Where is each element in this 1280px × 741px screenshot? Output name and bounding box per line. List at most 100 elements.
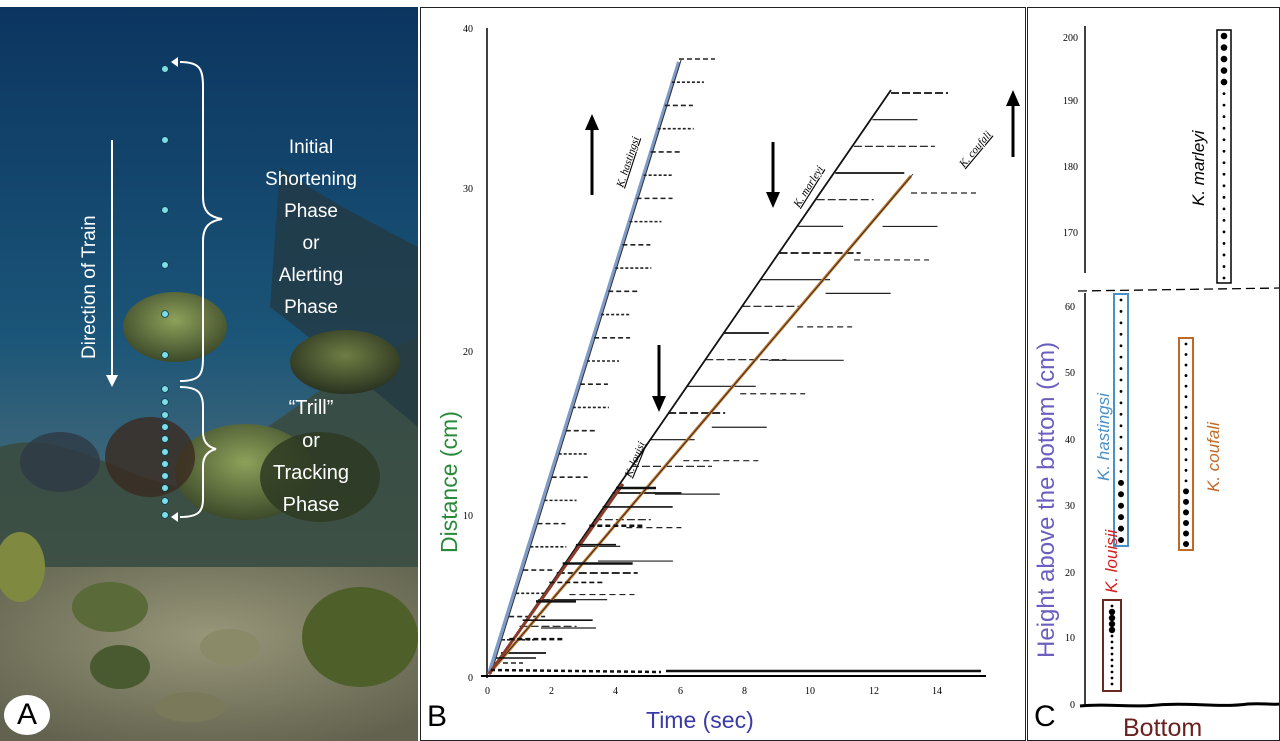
y-tick-label: 10	[1065, 633, 1075, 644]
phase1-line: Phase	[284, 297, 338, 318]
sound-dot	[1222, 138, 1226, 142]
bottom-line	[1079, 702, 1279, 708]
trace-segment	[487, 483, 625, 675]
sound-dot	[1119, 355, 1123, 359]
up-arrow-icon	[1006, 90, 1020, 157]
axis-ticks: 0 10 20 30 40 0 2 4 6 8 10 12 14	[463, 24, 942, 697]
sound-dot	[1184, 437, 1188, 441]
sound-dot	[1110, 634, 1114, 638]
phase1-line: Alerting	[279, 265, 343, 286]
reef-scene: Direction of Train Initial Shortening Ph…	[0, 7, 418, 741]
sound-dot	[1119, 344, 1123, 348]
label-coufali: K. coufali	[956, 129, 994, 171]
sound-dot	[1110, 664, 1114, 668]
y-tick-label: 180	[1063, 162, 1078, 173]
coral-head	[20, 432, 100, 492]
x-tick-label: 4	[613, 686, 618, 697]
train-dot	[161, 65, 169, 73]
down-arrow-icon	[652, 345, 666, 412]
train-dot	[161, 411, 169, 419]
trace-segment	[488, 173, 914, 675]
x-tick-label: 0	[485, 686, 490, 697]
sound-dot	[1222, 265, 1226, 268]
down-arrow-icon	[766, 142, 780, 208]
train-dot	[161, 423, 169, 431]
phase1-line: Initial	[289, 137, 333, 158]
axis-break	[1077, 287, 1279, 292]
sound-dot	[1110, 682, 1114, 686]
sound-dot	[1118, 491, 1124, 498]
label-marleyi: K. marleyi	[791, 164, 826, 211]
y-tick-label: 200	[1063, 33, 1078, 44]
y-tick-label: 40	[1065, 435, 1075, 446]
sound-dot	[1184, 479, 1188, 483]
direction-arrow-head	[106, 375, 118, 387]
brace-initial-phase	[179, 61, 223, 382]
rock	[200, 629, 260, 665]
sound-dot	[1119, 470, 1123, 473]
sound-dot	[1184, 447, 1188, 451]
trace-segment	[490, 668, 662, 674]
sound-dot	[1119, 401, 1123, 405]
sound-dot	[1119, 390, 1123, 393]
y-tick-label: 0	[1070, 700, 1075, 711]
sound-dot	[1110, 676, 1114, 680]
sound-height-dots	[1108, 32, 1228, 686]
panel-letter-b: B	[427, 700, 448, 733]
brace-trill-phase	[179, 386, 217, 518]
coral-head	[123, 292, 227, 362]
sound-dot	[1108, 614, 1116, 622]
panel-letter-c: C	[1034, 700, 1056, 733]
sound-dot	[1222, 242, 1226, 245]
y-axis-label: Height above the bottom (cm)	[1033, 342, 1060, 658]
sound-dot	[1222, 276, 1226, 280]
sound-dot	[1110, 640, 1114, 644]
sound-dot	[1220, 55, 1228, 63]
train-dot	[161, 511, 169, 519]
sound-dot	[1183, 519, 1189, 526]
y-tick-label: 30	[1065, 501, 1075, 512]
sound-dot	[1119, 435, 1123, 439]
y-axis-label: Distance (cm)	[436, 411, 462, 553]
x-tick-label: 14	[932, 686, 942, 697]
sound-dot	[1183, 509, 1189, 516]
sound-dot	[1184, 395, 1188, 399]
phase2-line: “Trill”	[289, 397, 334, 419]
sound-dot	[1110, 652, 1114, 656]
distance-time-chart: 0 10 20 30 40 0 2 4 6 8 10 12 14 K. hast…	[436, 24, 1020, 733]
trace-segment	[490, 59, 682, 675]
sound-dot	[1119, 424, 1123, 428]
sound-dot	[1222, 218, 1226, 222]
sound-dot	[1119, 412, 1123, 416]
train-dot	[161, 398, 169, 406]
sound-dot	[1118, 514, 1124, 521]
sound-dot	[1110, 670, 1114, 674]
x-tick-label: 12	[869, 686, 879, 697]
sound-dot	[1222, 184, 1226, 188]
y-tick-label: 0	[468, 673, 473, 684]
x-tick-label: 6	[678, 686, 683, 697]
phase2-line: Phase	[283, 494, 340, 516]
y-tick-label: 40	[463, 24, 473, 35]
label-louisi: K. louisi	[622, 440, 647, 480]
label-louisii: K. louisii	[1102, 528, 1121, 593]
sound-dot	[1118, 525, 1124, 532]
phase1-label: Initial Shortening Phase or Alerting Pha…	[265, 137, 357, 318]
sound-dot	[1118, 479, 1124, 486]
phase2-line: or	[302, 430, 320, 452]
phase1-line: Shortening	[265, 169, 357, 190]
label-coufali: K. coufali	[1204, 421, 1223, 492]
sound-dot	[1184, 374, 1188, 377]
brace-arrowhead	[171, 512, 178, 522]
sound-dot	[1222, 195, 1226, 199]
brace-arrowhead	[171, 57, 178, 67]
panel-letter-a: A	[4, 695, 50, 735]
sound-dot	[1119, 310, 1123, 313]
coral-head	[90, 645, 150, 689]
sound-dot	[1183, 530, 1189, 537]
y-tick-label: 30	[463, 184, 473, 195]
train-dot	[161, 435, 169, 443]
x-tick-label: 8	[742, 686, 747, 697]
trace-lines	[487, 58, 981, 675]
train-dot	[161, 261, 169, 269]
